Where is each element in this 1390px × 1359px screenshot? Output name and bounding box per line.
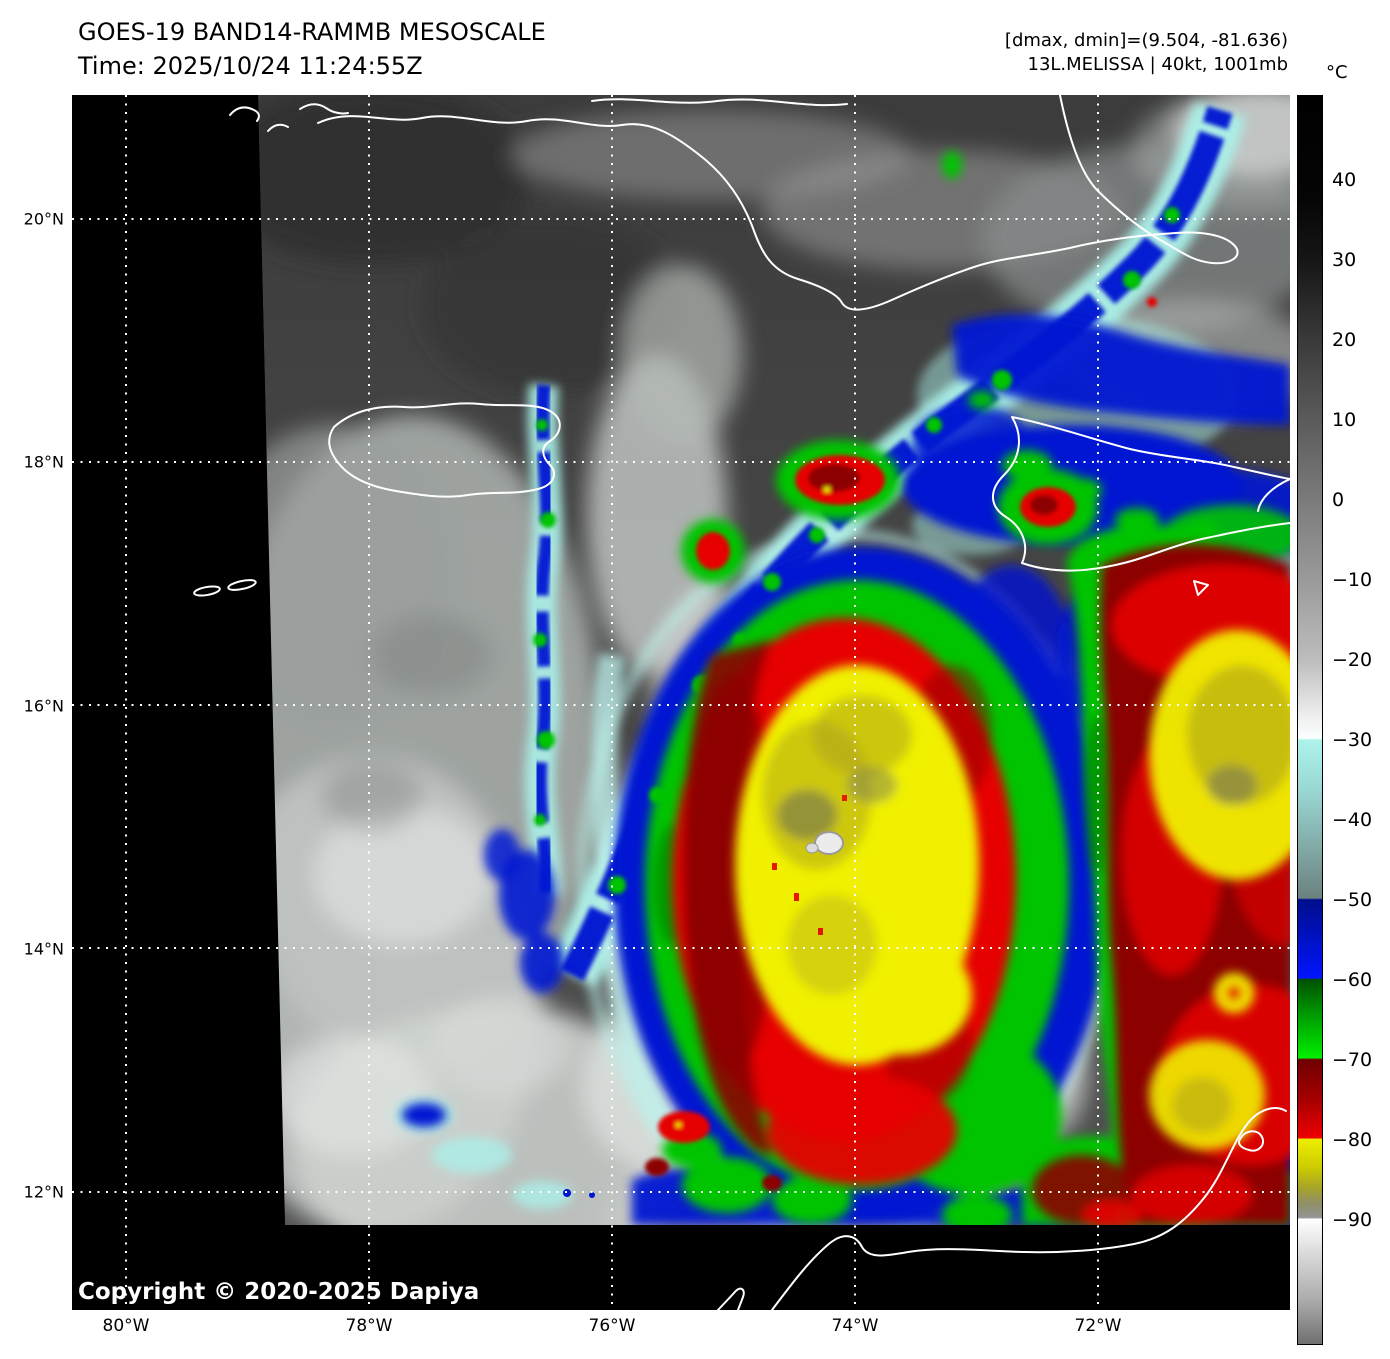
graticule [72,95,1290,1310]
lon-label-78W: 78°W [345,1316,393,1336]
yellow-core-layer [735,630,1290,1150]
colorbar-tick--10: −10 [1332,569,1373,591]
storm-info: 13L.MELISSA | 40kt, 1001mb [1027,54,1289,75]
lon-label-74W: 74°W [831,1316,879,1336]
lon-label-76W: 76°W [588,1316,636,1336]
south-america-coastline [771,1107,1287,1310]
colorbar-tick--90: −90 [1332,1209,1373,1231]
colorbar-tick--80: −80 [1332,1129,1373,1151]
lat-label-20N: 20°N [23,209,64,229]
isla-beata-coastline [1193,580,1209,596]
ir-imagery [72,95,1290,1310]
colorbar-tick-20: 20 [1332,329,1357,351]
colorbar-tick-10: 10 [1332,409,1357,431]
south-america-hook-coastline [717,1287,745,1310]
data-region [258,95,1290,1225]
lon-label-72W: 72°W [1074,1316,1122,1336]
lat-label-12N: 12°N [23,1182,64,1202]
cayman-islands-coastline-2 [227,579,257,591]
cayman-islands-coastline [193,585,221,597]
satellite-map [72,95,1290,1310]
temperature-colorbar [1297,95,1323,1345]
small-cells [645,297,1157,1191]
colorbar-tick--40: −40 [1332,809,1373,831]
coastlines [193,95,1290,1310]
lat-label-18N: 18°N [23,452,64,472]
colorbar-tick-30: 30 [1332,249,1357,271]
colorbar-tick--50: −50 [1332,889,1373,911]
lon-label-80W: 80°W [102,1316,150,1336]
hispaniola-coastline [992,416,1290,572]
page-title: GOES-19 BAND14-RAMMB MESOSCALE [78,18,546,46]
hurricane-eye [772,795,847,935]
cuba-north-coastline [591,98,848,107]
lake-maracaibo-coastline [1238,1130,1264,1152]
colorbar-tick--60: −60 [1332,969,1373,991]
timestamp: Time: 2025/10/24 11:24:55Z [78,52,423,80]
dmax-dmin-readout: [dmax, dmin]=(9.504, -81.636) [1004,30,1288,51]
lat-label-14N: 14°N [23,939,64,959]
cuba-coastline [317,95,1239,311]
colorbar-unit: °C [1326,62,1348,83]
copyright-text: Copyright © 2020-2025 Dapiya [78,1279,480,1305]
colorbar-tick--70: −70 [1332,1049,1373,1071]
colorbar-tick--30: −30 [1332,729,1373,751]
cuba-cays-coastline [229,103,349,132]
colorbar-tick--20: −20 [1332,649,1373,671]
jamaica-coastline [328,402,561,498]
lat-label-16N: 16°N [23,696,64,715]
colorbar-tick-40: 40 [1332,169,1357,191]
colorbar-tick-0: 0 [1332,489,1345,511]
